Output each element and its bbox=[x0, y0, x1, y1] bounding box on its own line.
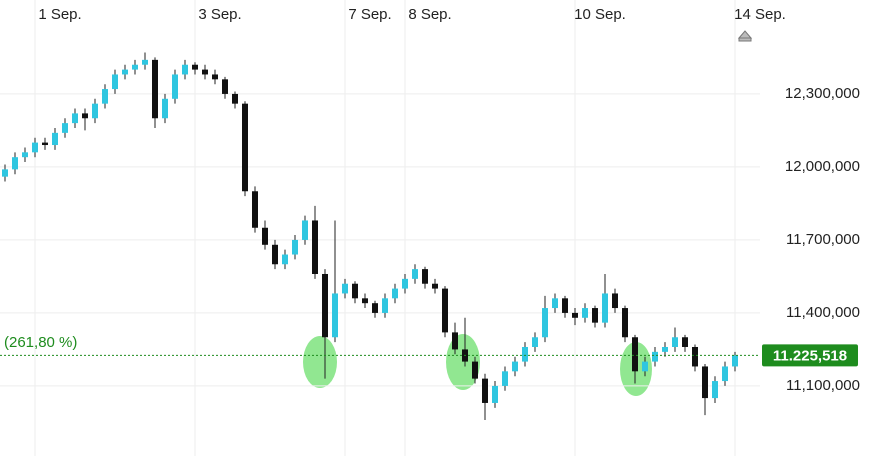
candle-body bbox=[292, 239, 298, 255]
candle-body bbox=[642, 361, 648, 372]
candle-body bbox=[432, 283, 438, 289]
candle-body bbox=[312, 220, 318, 274]
candle-body bbox=[102, 89, 108, 104]
price-tag-label: 11.225,518 bbox=[773, 347, 847, 364]
candle-body bbox=[422, 269, 428, 284]
candle-body bbox=[442, 288, 448, 333]
highlight bbox=[303, 336, 337, 388]
candle-body bbox=[712, 381, 718, 399]
candle-body bbox=[22, 152, 28, 158]
candle-body bbox=[452, 332, 458, 350]
candle-body bbox=[552, 298, 558, 309]
candle-body bbox=[272, 244, 278, 265]
x-tick-label: 10 Sep. bbox=[574, 6, 626, 23]
candle-body bbox=[722, 366, 728, 382]
price-tag bbox=[762, 344, 858, 367]
candle-body bbox=[282, 254, 288, 265]
candle-body bbox=[72, 113, 78, 124]
x-tick-label: 3 Sep. bbox=[198, 6, 241, 23]
candle-body bbox=[42, 142, 48, 146]
candle-body bbox=[32, 142, 38, 153]
candle-body bbox=[12, 157, 18, 170]
candle-body bbox=[242, 103, 248, 192]
annotation: (261,80 %) bbox=[4, 334, 77, 351]
candle-body bbox=[622, 308, 628, 338]
candle-body bbox=[542, 308, 548, 338]
candle-body bbox=[352, 283, 358, 299]
candle-body bbox=[652, 351, 658, 362]
candle-body bbox=[152, 59, 158, 119]
candle-body bbox=[382, 298, 388, 313]
candle-body bbox=[172, 74, 178, 99]
x-tick-label: 14 Sep. bbox=[734, 6, 786, 23]
y-tick-label: 11,700,000 bbox=[786, 231, 860, 248]
candles bbox=[2, 52, 738, 420]
candle-body bbox=[582, 308, 588, 318]
candle-body bbox=[92, 103, 98, 119]
grid bbox=[0, 0, 760, 456]
candle-body bbox=[412, 269, 418, 279]
candle-body bbox=[602, 293, 608, 323]
candle-body bbox=[512, 361, 518, 372]
candle-body bbox=[612, 293, 618, 309]
candle-body bbox=[682, 337, 688, 347]
candle-body bbox=[62, 123, 68, 133]
candle-body bbox=[122, 69, 128, 75]
candle-body bbox=[472, 361, 478, 379]
candle-body bbox=[402, 278, 408, 289]
y-tick-label: 12,000,000 bbox=[785, 158, 860, 175]
candle-body bbox=[662, 346, 668, 352]
scroll-icon[interactable] bbox=[737, 30, 753, 42]
candle-body bbox=[702, 366, 708, 399]
candle-body bbox=[522, 346, 528, 362]
candle-body bbox=[692, 346, 698, 367]
candle-body bbox=[632, 337, 638, 372]
candle-body bbox=[212, 74, 218, 80]
x-tick-label: 8 Sep. bbox=[408, 6, 451, 23]
candle-body bbox=[302, 220, 308, 240]
candle-body bbox=[112, 74, 118, 90]
candle-body bbox=[322, 273, 328, 338]
candle-body bbox=[332, 293, 338, 338]
candle-body bbox=[192, 64, 198, 70]
candle-body bbox=[732, 355, 738, 367]
y-tick-label: 11,100,000 bbox=[786, 377, 860, 394]
candle-body bbox=[672, 337, 678, 347]
candle-body bbox=[342, 283, 348, 294]
candle-body bbox=[82, 113, 88, 119]
x-tick-label: 7 Sep. bbox=[348, 6, 391, 23]
candle-body bbox=[482, 378, 488, 403]
candle-body bbox=[502, 371, 508, 386]
candle-body bbox=[372, 303, 378, 313]
candle-body bbox=[132, 64, 138, 70]
candle-body bbox=[202, 69, 208, 75]
candle-body bbox=[252, 191, 258, 228]
candle-body bbox=[142, 59, 148, 65]
candle-body bbox=[572, 312, 578, 318]
x-tick-label: 1 Sep. bbox=[38, 6, 81, 23]
candle-body bbox=[2, 169, 8, 177]
candle-body bbox=[222, 79, 228, 94]
candle-body bbox=[562, 298, 568, 313]
candle-body bbox=[262, 227, 268, 245]
y-tick-label: 11,400,000 bbox=[786, 304, 860, 321]
candle-body bbox=[52, 132, 58, 146]
candle-body bbox=[532, 337, 538, 347]
candle-body bbox=[232, 93, 238, 104]
candle-body bbox=[392, 288, 398, 299]
y-tick-label: 12,300,000 bbox=[785, 85, 860, 102]
candle-body bbox=[162, 98, 168, 119]
candle-body bbox=[182, 64, 188, 75]
candle-body bbox=[492, 385, 498, 403]
candle-body bbox=[592, 308, 598, 323]
candle-body bbox=[362, 298, 368, 304]
